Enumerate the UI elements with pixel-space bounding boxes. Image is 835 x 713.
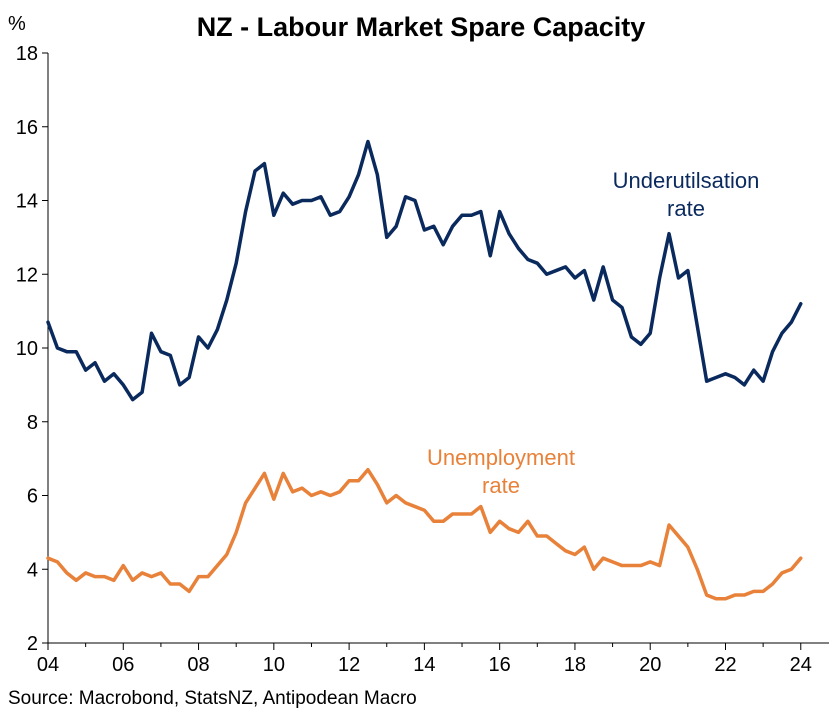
x-tick-label: 22 xyxy=(714,654,736,676)
x-tick-label: 08 xyxy=(187,654,209,676)
series-group xyxy=(46,139,803,601)
y-tick-label: 18 xyxy=(16,43,38,65)
underutilisation-rate-label: rate xyxy=(667,196,705,221)
y-tick-label: 8 xyxy=(27,412,38,434)
x-tick-label: 10 xyxy=(263,654,285,676)
y-tick-label: 16 xyxy=(16,117,38,139)
y-tick-label: 6 xyxy=(27,486,38,508)
unemployment-rate-label: Unemployment xyxy=(427,445,575,470)
chart-title: NZ - Labour Market Spare Capacity xyxy=(197,12,646,42)
x-tick-label: 16 xyxy=(489,654,511,676)
x-tick-label: 04 xyxy=(37,654,59,676)
y-tick-label: 10 xyxy=(16,338,38,360)
x-tick-label: 20 xyxy=(639,654,661,676)
x-tick-label: 06 xyxy=(112,654,134,676)
unemployment-rate-label: rate xyxy=(482,473,520,498)
x-tick-label: 12 xyxy=(338,654,360,676)
series-labels: Underutilsation rate Unemployment rate xyxy=(427,168,759,498)
y-tick-label: 4 xyxy=(27,559,38,581)
y-tick-label: 14 xyxy=(16,191,38,213)
y-axis-unit-label: % xyxy=(8,13,26,35)
y-tick-label: 12 xyxy=(16,264,38,286)
unemployment-rate-line xyxy=(46,467,803,601)
x-tick-label: 14 xyxy=(413,654,435,676)
source-note: Source: Macrobond, StatsNZ, Antipodean M… xyxy=(8,688,417,709)
underutilisation-rate-line xyxy=(46,139,803,402)
x-tick-label: 24 xyxy=(790,654,812,676)
y-tick-label: 2 xyxy=(27,633,38,655)
x-tick-label: 18 xyxy=(564,654,586,676)
underutilisation-rate-label: Underutilsation xyxy=(613,168,760,193)
